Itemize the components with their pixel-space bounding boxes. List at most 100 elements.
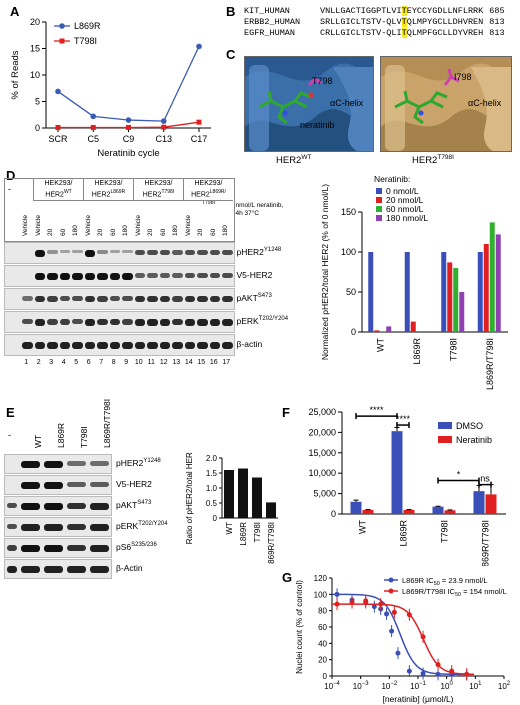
x-tick-exponent: 1	[478, 681, 482, 687]
blot-e-band	[44, 566, 63, 573]
blot-d-band	[159, 296, 170, 303]
x-tick-label: 10−2	[381, 681, 397, 691]
blot-d-row-label: β-actin	[237, 339, 263, 349]
x-tick-label: 10−1	[410, 681, 426, 691]
blot-e-band	[7, 524, 17, 530]
bar	[459, 292, 465, 332]
y-tick-label: 40	[318, 639, 327, 648]
blot-d-band	[197, 342, 208, 349]
x-axis-label: Neratinib cycle	[97, 148, 159, 159]
data-point	[55, 124, 61, 130]
x-tick-label: 10−4	[324, 681, 340, 691]
bar	[391, 431, 403, 514]
blot-d-condition-label: nmol/L neratinib, 4h 37°C	[236, 202, 284, 218]
bar	[368, 252, 374, 332]
bar	[489, 222, 495, 332]
bar	[473, 491, 485, 514]
structure-t798i-drawing	[381, 57, 511, 151]
sequence-number: 813	[489, 28, 505, 38]
data-point	[395, 650, 401, 656]
legend-label: Neratinib	[456, 435, 492, 445]
blot-d-band	[172, 319, 183, 326]
blot-d-lane-number: 2	[36, 359, 41, 366]
blot-e-column-label: WT	[32, 434, 43, 448]
sequence-number: 685	[489, 6, 505, 16]
x-axis-label: [neratinib] (μmol/L)	[382, 694, 453, 704]
data-point	[90, 124, 96, 130]
blot-d-band	[172, 296, 183, 302]
x-tick-base: 10	[353, 682, 362, 691]
bar	[350, 501, 362, 514]
blot-e-row	[4, 496, 112, 516]
blot-d-lane-number: 14	[184, 359, 193, 366]
blot-d-band	[222, 342, 233, 349]
legend-label-value: = 23.9 nmol/L	[440, 576, 488, 585]
blot-d-row-label: pERKT202/Y204	[237, 316, 289, 326]
blot-d-lane-number: 3	[49, 359, 54, 366]
structure-t798i-caption: HER2T798I	[412, 154, 454, 167]
blot-d-lane-number: 13	[172, 359, 181, 366]
bar	[485, 494, 497, 514]
blot-d-band	[47, 319, 58, 325]
blot-d-band	[122, 342, 133, 349]
y-tick-label: 120	[314, 574, 328, 583]
blot-d-lane-number: 1	[24, 359, 29, 366]
y-tick-label: 0	[323, 672, 328, 681]
blot-d-band	[59, 250, 70, 254]
legend-swatch	[376, 197, 382, 203]
x-tick-base: 10	[410, 682, 419, 691]
blot-d-band	[47, 342, 58, 349]
blot-d-lane-number: 5	[74, 359, 79, 366]
legend-label-name: L869R IC	[402, 576, 434, 585]
x-tick-exponent: −4	[333, 681, 341, 687]
blot-e-row-label: V5-HER2	[116, 479, 152, 489]
blot-e-row	[4, 517, 112, 537]
data-point	[464, 671, 470, 677]
blot-e-row	[4, 538, 112, 558]
bar	[238, 468, 248, 518]
x-tick-label: T798I	[253, 522, 262, 542]
blot-e-band	[90, 524, 109, 531]
blot-d-dose-label: 20	[197, 228, 205, 236]
blot-d-band	[197, 319, 208, 326]
panel-letter-d: D	[6, 168, 16, 183]
blot-e-row-label-main: pAKT	[116, 500, 138, 510]
legend-label: 60 nmol/L	[386, 204, 424, 214]
x-tick-base: 10	[498, 682, 507, 691]
x-tick-label: C5	[87, 134, 99, 144]
sequence-gatekeeper: T	[401, 6, 407, 16]
sequence-left: SRLLGICLTSTV-QLV	[320, 17, 402, 27]
legend-swatch	[376, 215, 382, 221]
significance-bracket-label: ****	[396, 414, 411, 424]
y-tick-label: 5,000	[313, 489, 336, 499]
y-axis-label: Nuclei count (% of control)	[295, 580, 304, 674]
panel-letter-e: E	[6, 405, 15, 420]
blot-e-row-label-main: pHER2	[116, 458, 144, 468]
blot-d-band	[147, 319, 158, 326]
data-point	[363, 598, 369, 604]
blot-e-column-label: T798I	[78, 426, 89, 448]
bar	[410, 321, 416, 332]
blot-d-band	[97, 319, 108, 326]
blot-d-band	[184, 296, 195, 303]
blot-d-band	[134, 319, 145, 326]
x-tick-label: SCR	[48, 134, 68, 144]
blot-d-band	[134, 342, 145, 349]
legend-label-value: = 154 nmol/L	[461, 587, 507, 596]
blot-d-lane-number: 17	[222, 359, 231, 366]
x-tick-exponent: 0	[449, 681, 453, 687]
blot-d-band	[147, 273, 158, 278]
data-point	[371, 604, 377, 610]
x-tick-label: WT	[375, 338, 385, 352]
x-tick-base: 10	[381, 682, 390, 691]
y-tick-label: 1.5	[206, 469, 218, 478]
blot-d-row-label-sup: Y1248	[263, 247, 282, 254]
legend-marker	[59, 38, 65, 44]
blot-d-dose-label: 180	[172, 225, 180, 236]
blot-d-band	[97, 342, 108, 349]
blot-d-band	[122, 250, 133, 254]
blot-e-band	[90, 503, 109, 510]
blot-d-row-label-sup: S473	[257, 293, 272, 300]
blot-d-band	[209, 319, 220, 326]
blot-e-band	[44, 503, 63, 510]
